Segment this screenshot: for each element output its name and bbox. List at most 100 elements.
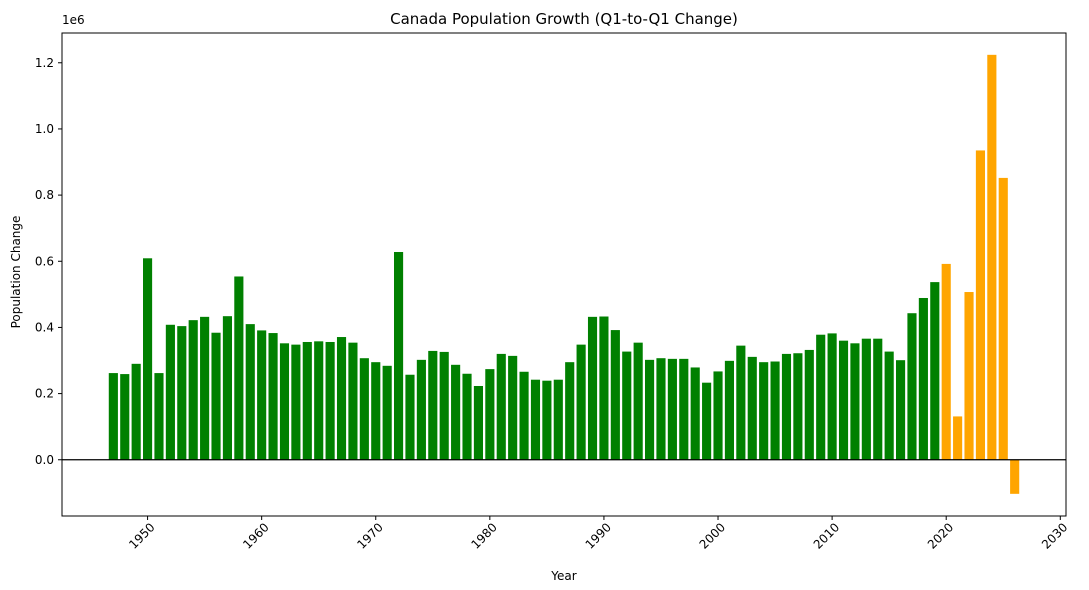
bar-2020 xyxy=(941,263,951,460)
bar-2006 xyxy=(781,353,792,460)
x-tick-label: 2020 xyxy=(925,520,956,551)
bar-2025 xyxy=(998,177,1008,460)
bar-2003 xyxy=(747,356,757,460)
bar-1981 xyxy=(496,353,506,460)
x-tick-label: 1990 xyxy=(583,520,614,551)
y-offset-label: 1e6 xyxy=(62,13,85,27)
bar-1976 xyxy=(439,351,449,460)
bar-1952 xyxy=(165,324,175,460)
bar-1956 xyxy=(211,332,221,460)
bar-1966 xyxy=(325,341,335,460)
bar-2019 xyxy=(930,282,940,460)
bar-1982 xyxy=(508,355,518,460)
bar-1968 xyxy=(348,342,358,460)
bar-1954 xyxy=(188,320,198,460)
chart-title: Canada Population Growth (Q1-to-Q1 Chang… xyxy=(390,10,738,28)
bar-2005 xyxy=(770,361,780,460)
bar-1975 xyxy=(428,350,438,460)
bar-1977 xyxy=(451,364,461,460)
y-tick-label: 0.2 xyxy=(35,387,54,401)
y-tick-label: 1.0 xyxy=(35,122,54,136)
bar-2004 xyxy=(759,362,769,460)
bar-2002 xyxy=(736,345,746,460)
x-tick-label: 1960 xyxy=(240,520,271,551)
bar-1996 xyxy=(667,358,677,460)
bar-2007 xyxy=(793,353,803,460)
bar-1963 xyxy=(291,344,301,460)
bar-1980 xyxy=(485,369,495,460)
bar-1974 xyxy=(416,359,426,460)
bar-2014 xyxy=(873,338,883,460)
x-tick-label: 2010 xyxy=(811,520,842,551)
bar-2008 xyxy=(804,349,814,460)
plot-frame xyxy=(61,32,1067,517)
bar-2023 xyxy=(975,150,985,460)
bar-1986 xyxy=(553,379,563,460)
y-ticks-layer: 0.0 0.2 0.4 0.6 0.8 1.0 1.2 xyxy=(35,56,62,467)
x-tick-label: 1950 xyxy=(126,520,157,551)
x-axis-label: Year xyxy=(550,569,576,583)
x-ticks-layer: 1950 1960 1970 1980 1990 2000 2010 2020 2030 xyxy=(126,516,1070,552)
bar-2010 xyxy=(827,333,837,460)
y-tick-label: 0.4 xyxy=(35,320,54,334)
bar-2001 xyxy=(724,360,734,460)
bar-1973 xyxy=(405,374,415,460)
bar-1971 xyxy=(382,365,392,460)
bar-1983 xyxy=(519,371,529,460)
y-tick-label: 1.2 xyxy=(35,56,54,70)
bar-1987 xyxy=(565,362,575,460)
bar-1993 xyxy=(633,342,643,460)
x-tick-label: 1970 xyxy=(354,520,385,551)
bar-1992 xyxy=(622,351,632,460)
bar-1947 xyxy=(108,373,118,460)
y-tick-label: 0.8 xyxy=(35,188,54,202)
bar-1985 xyxy=(542,380,552,460)
bar-1991 xyxy=(610,330,620,460)
bar-1998 xyxy=(690,367,700,460)
bar-1970 xyxy=(371,362,381,460)
x-tick-label: 1980 xyxy=(468,520,499,551)
bar-1953 xyxy=(177,326,187,460)
bar-2009 xyxy=(816,334,826,460)
bar-1961 xyxy=(268,333,278,460)
bar-1979 xyxy=(473,385,483,460)
bar-1957 xyxy=(222,316,232,460)
bar-2024 xyxy=(987,54,997,460)
x-tick-label: 2000 xyxy=(697,520,728,551)
bar-1984 xyxy=(530,379,541,460)
bar-2012 xyxy=(850,343,860,460)
bar-1959 xyxy=(245,324,255,460)
bar-1990 xyxy=(599,316,609,460)
bar-1964 xyxy=(302,341,312,460)
bar-1995 xyxy=(656,358,666,460)
bar-1955 xyxy=(200,316,210,460)
bar-1950 xyxy=(143,258,153,460)
bar-1962 xyxy=(279,343,290,460)
bar-2017 xyxy=(907,313,917,460)
y-tick-label: 0.0 xyxy=(35,453,54,467)
bar-2016 xyxy=(896,360,906,460)
bar-2018 xyxy=(918,297,928,460)
bar-1951 xyxy=(154,373,164,460)
bar-1994 xyxy=(645,359,655,460)
bar-1969 xyxy=(359,358,369,460)
bar-1958 xyxy=(234,276,244,460)
y-axis-label: Population Change xyxy=(9,216,23,329)
bar-2011 xyxy=(838,340,849,460)
bar-2022 xyxy=(964,292,974,460)
bar-2015 xyxy=(884,351,894,460)
bar-1948 xyxy=(120,374,130,460)
bar-1988 xyxy=(576,344,586,460)
bar-2021 xyxy=(953,416,963,460)
y-tick-label: 0.6 xyxy=(35,254,54,268)
bar-1997 xyxy=(679,358,689,460)
bar-2013 xyxy=(861,338,871,460)
bar-1967 xyxy=(336,337,347,460)
bar-1978 xyxy=(462,373,472,460)
bar-1949 xyxy=(131,363,141,460)
bars-layer xyxy=(108,54,1020,494)
bar-1989 xyxy=(587,316,598,460)
bar-2000 xyxy=(713,371,723,460)
bar-1999 xyxy=(702,382,712,460)
